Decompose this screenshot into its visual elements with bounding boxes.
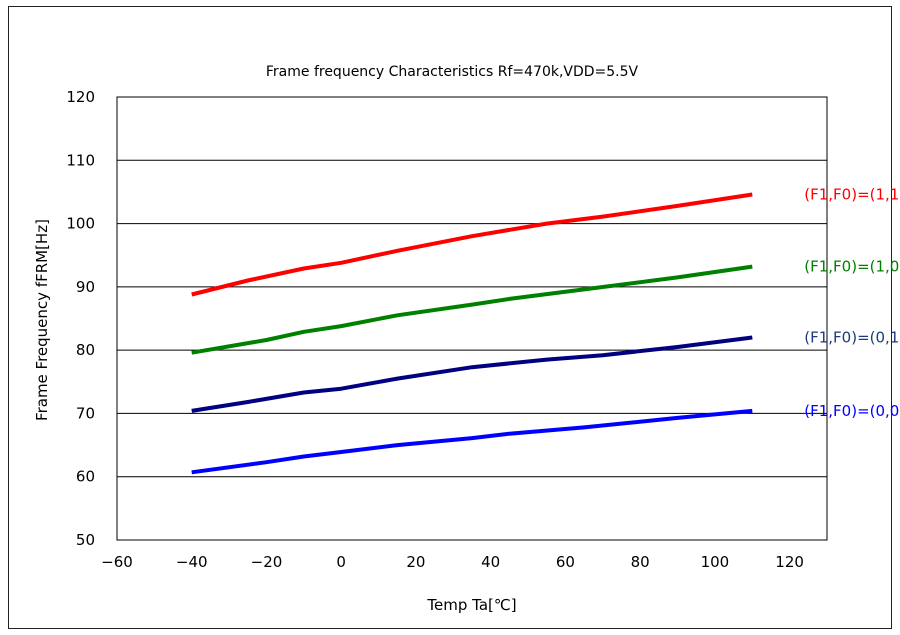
series-line: [191, 264, 753, 355]
y-tick-label: 110: [66, 151, 95, 169]
y-tick-label: 100: [66, 215, 95, 233]
x-tick-label: 100: [701, 553, 730, 571]
x-axis-ticks: −60 −40 −20 0 20 40 60 80 100 120: [101, 553, 804, 571]
series-line: [191, 408, 753, 475]
x-tick-label: 20: [406, 553, 425, 571]
y-tick-label: 70: [76, 404, 95, 422]
y-axis-label: Frame Frequency fFRM[Hz]: [33, 219, 51, 421]
series-label: (F1,F0)=(1,0): [804, 258, 900, 276]
x-tick-label: 0: [336, 553, 346, 571]
series-line: [191, 192, 753, 297]
y-tick-label: 90: [76, 278, 95, 296]
x-tick-label: 80: [631, 553, 650, 571]
chart-frame: [8, 6, 892, 629]
series-label: (F1,F0)=(0,0): [804, 402, 900, 420]
series-label: (F1,F0)=(1,1): [804, 185, 900, 203]
x-tick-label: 120: [775, 553, 804, 571]
y-tick-label: 50: [76, 531, 95, 549]
x-tick-label: −40: [176, 553, 208, 571]
x-tick-label: −20: [251, 553, 283, 571]
x-tick-label: −60: [101, 553, 133, 571]
y-tick-label: 120: [66, 88, 95, 106]
x-tick-label: 60: [556, 553, 575, 571]
chart-title: Frame frequency Characteristics Rf=470k,…: [266, 64, 639, 80]
plot-area: [116, 96, 828, 541]
y-tick-label: 80: [76, 341, 95, 359]
series-labels: (F1,F0)=(1,1) (F1,F0)=(1,0) (F1,F0)=(0,1) (…: [804, 185, 900, 419]
series-lines: [191, 192, 753, 475]
x-axis-label: Temp Ta[℃]: [426, 596, 516, 614]
x-tick-label: 40: [481, 553, 500, 571]
grid-lines: [117, 159, 827, 478]
series-line: [191, 335, 753, 413]
y-axis-ticks: 50 60 70 80 90 100 110 120: [66, 88, 95, 549]
series-label: (F1,F0)=(0,1): [804, 328, 900, 346]
y-tick-label: 60: [76, 468, 95, 486]
